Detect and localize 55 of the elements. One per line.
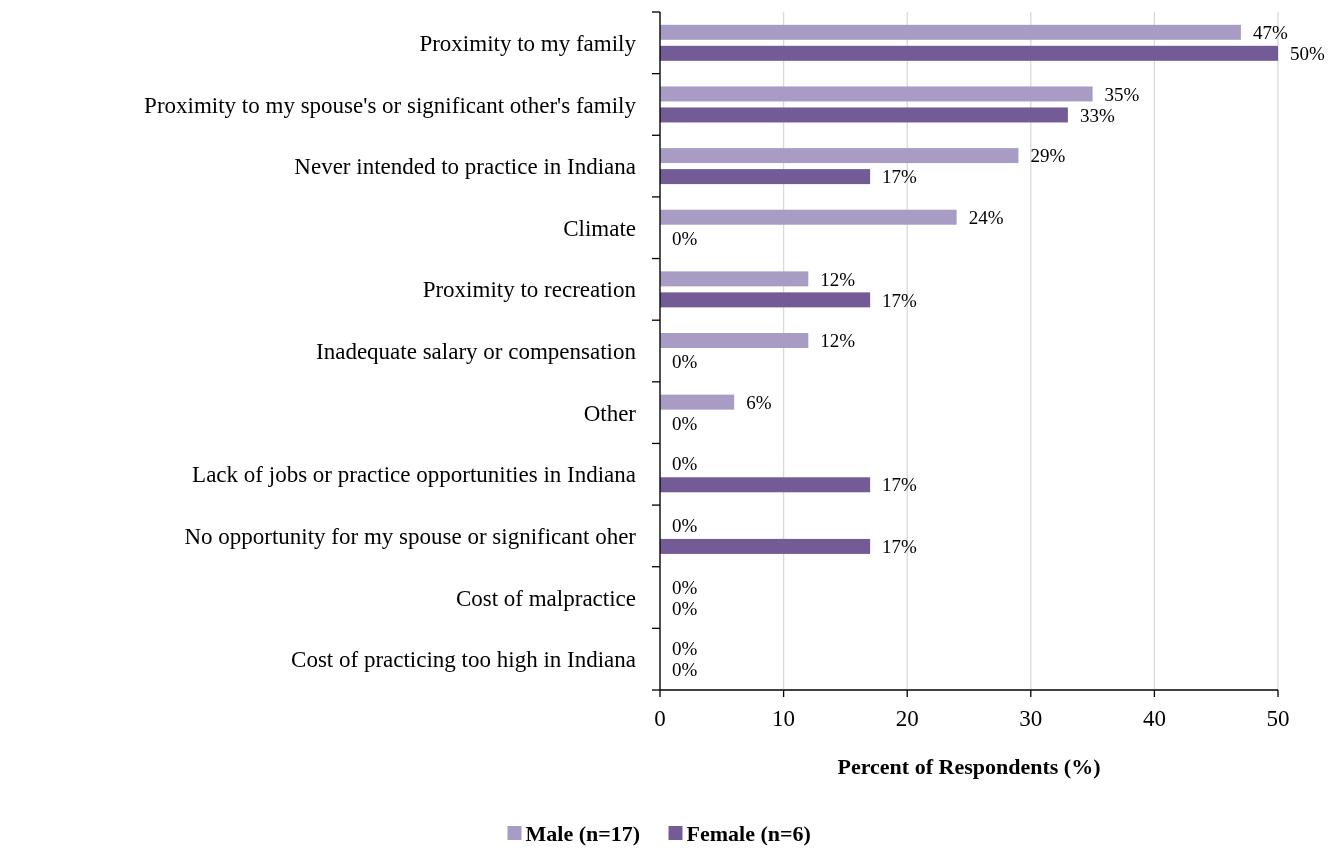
- bar: [660, 169, 871, 185]
- data-label: 33%: [1079, 104, 1115, 126]
- data-label: 17%: [882, 536, 918, 558]
- x-tick-label: 20: [895, 706, 919, 731]
- data-label: 24%: [968, 206, 1004, 228]
- data-label: 0%: [672, 351, 698, 373]
- data-label: 47%: [1252, 21, 1288, 43]
- y-tick-label: Cost of malpractice: [455, 585, 636, 611]
- data-label: 0%: [672, 453, 698, 475]
- data-label: 50%: [1290, 42, 1325, 64]
- bar: [660, 394, 735, 410]
- y-tick-label: Cost of practicing too high in Indiana: [291, 647, 636, 673]
- bar: [660, 538, 871, 554]
- data-label: 6%: [746, 391, 772, 413]
- bar: [660, 209, 957, 225]
- y-tick-label: Lack of jobs or practice opportunities in Indiana: [192, 462, 636, 488]
- y-tick-label: No opportunity for my spouse or significant oher: [184, 523, 637, 549]
- data-label: 35%: [1104, 83, 1140, 105]
- y-tick-label: Inadequate salary or compensation: [316, 339, 637, 365]
- x-tick-label: 30: [1019, 706, 1043, 731]
- bar: [660, 24, 1241, 40]
- y-tick-label: Never intended to practice in Indiana: [294, 154, 636, 180]
- y-tick-label: Other: [583, 400, 637, 426]
- data-label: 0%: [672, 412, 698, 434]
- data-label: 0%: [672, 597, 698, 619]
- y-tick-label: Climate: [563, 215, 636, 241]
- bar: [660, 45, 1278, 61]
- data-label: 12%: [820, 330, 856, 352]
- bar: [660, 477, 871, 493]
- y-tick-label: Proximity to my spouse's or significant other's family: [144, 92, 637, 118]
- bar: [660, 107, 1068, 123]
- data-label: 0%: [672, 515, 698, 537]
- x-tick-label: 0: [654, 706, 666, 731]
- y-tick-label: Proximity to recreation: [422, 277, 637, 303]
- bar: [660, 333, 809, 348]
- data-label: 17%: [882, 289, 918, 311]
- x-tick-label: 10: [772, 706, 796, 731]
- bar: [660, 271, 809, 287]
- x-tick-label: 50: [1266, 706, 1290, 731]
- data-label: 17%: [882, 474, 918, 496]
- y-tick-label: Proximity to my family: [419, 30, 637, 56]
- data-label: 12%: [820, 268, 856, 290]
- bar: [660, 148, 1019, 164]
- legend-label: Female (n=6): [686, 820, 811, 846]
- data-label: 17%: [882, 166, 918, 188]
- legend-label: Male (n=17): [525, 820, 641, 846]
- data-label: 0%: [672, 659, 698, 681]
- x-tick-label: 40: [1142, 706, 1166, 731]
- x-axis-title: Percent of Respondents (%): [837, 754, 1101, 779]
- data-label: 29%: [1030, 145, 1066, 167]
- bar: [660, 292, 871, 308]
- data-label: 0%: [672, 638, 698, 660]
- data-label: 0%: [672, 576, 698, 598]
- bar: [660, 86, 1093, 102]
- data-label: 0%: [672, 227, 698, 249]
